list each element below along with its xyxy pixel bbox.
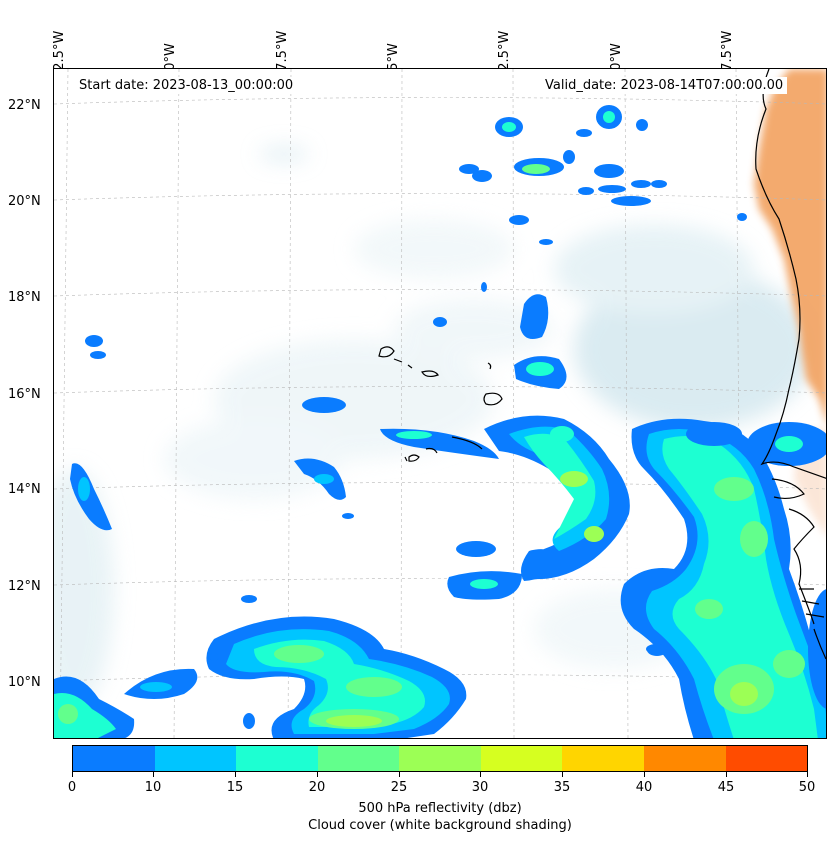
colorbar-segment-45-50 — [725, 746, 808, 771]
lat-label-20n: 20°N — [8, 194, 41, 209]
colorbar-tick-label: 25 — [390, 780, 408, 795]
map-canvas — [54, 69, 826, 738]
colorbar-tick-label: 0 — [67, 780, 77, 795]
valid-date-label: Valid_date: 2023-08-14T07:00:00.00 — [541, 77, 788, 94]
colorbar-subtitle: Cloud cover (white background shading) — [308, 818, 572, 833]
colorbar-tick-label: 45 — [717, 780, 735, 795]
coastlines — [378, 69, 826, 660]
colorbar-tick — [562, 772, 563, 777]
colorbar-segment-25-30 — [399, 746, 481, 771]
colorbar-segment-20-25 — [317, 746, 400, 771]
colorbar-tick-label: 50 — [798, 780, 816, 795]
colorbar-tick — [235, 772, 236, 777]
colorbar-tick — [399, 772, 400, 777]
colorbar-segment-15-20 — [236, 746, 318, 771]
lat-label-14n: 14°N — [8, 482, 41, 497]
colorbar-segment-30-35 — [480, 746, 563, 771]
lat-label-10n: 10°N — [8, 675, 41, 690]
colorbar-segment-35-40 — [562, 746, 644, 771]
lat-label-16n: 16°N — [8, 387, 41, 402]
colorbar-segment-0-10 — [73, 746, 155, 771]
graticule — [54, 69, 826, 738]
colorbar-segment-40-45 — [643, 746, 726, 771]
colorbar-segment-10-15 — [154, 746, 237, 771]
colorbar-tick — [644, 772, 645, 777]
colorbar-tick — [726, 772, 727, 777]
lat-label-12n: 12°N — [8, 579, 41, 594]
colorbar-tick-label: 20 — [308, 780, 326, 795]
colorbar-tick — [807, 772, 808, 777]
colorbar-tick-label: 40 — [635, 780, 653, 795]
colorbar-tick-label: 10 — [144, 780, 162, 795]
colorbar-tick — [317, 772, 318, 777]
lat-label-18n: 18°N — [8, 290, 41, 305]
colorbar-tick — [153, 772, 154, 777]
colorbar — [72, 745, 808, 772]
colorbar-tick — [480, 772, 481, 777]
colorbar-tick — [72, 772, 73, 777]
colorbar-title: 500 hPa reflectivity (dbz) — [358, 801, 522, 816]
start-date-label: Start date: 2023-08-13_00:00:00 — [75, 77, 298, 94]
colorbar-tick-label: 35 — [553, 780, 571, 795]
colorbar-tick-label: 30 — [471, 780, 489, 795]
lat-label-22n: 22°N — [8, 98, 41, 113]
reflectivity-fill — [54, 105, 826, 738]
cloud-cover-shading — [54, 146, 814, 709]
map-frame — [53, 68, 827, 739]
colorbar-tick-label: 15 — [226, 780, 244, 795]
